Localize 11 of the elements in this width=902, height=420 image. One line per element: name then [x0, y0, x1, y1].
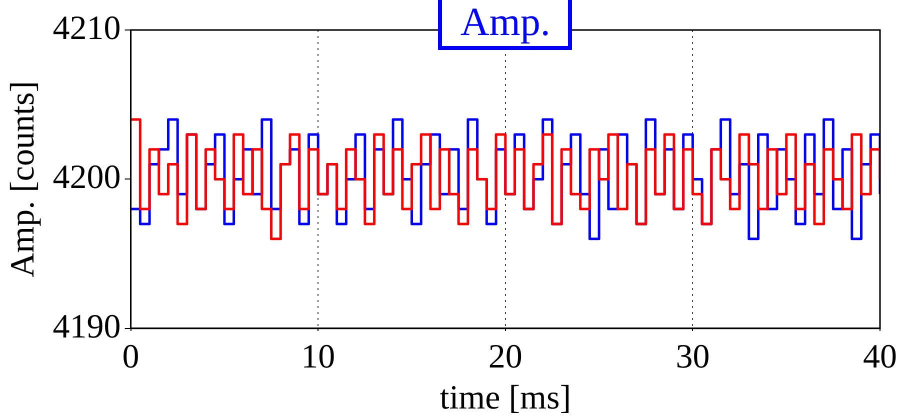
- x-axis-title: time [ms]: [440, 380, 572, 417]
- y-tick-label: 4190: [52, 308, 121, 346]
- y-axis-title: Amp. [counts]: [4, 80, 42, 278]
- x-tick-label: 20: [488, 338, 522, 376]
- y-tick-label: 4200: [52, 159, 121, 196]
- y-tick-label: 4210: [52, 10, 121, 47]
- chart-title: Amp.: [438, 0, 572, 50]
- x-tick-label: 0: [122, 338, 140, 376]
- x-tick-label: 30: [676, 338, 710, 376]
- x-tick-label: 10: [301, 338, 336, 376]
- x-tick-label: 40: [863, 338, 897, 376]
